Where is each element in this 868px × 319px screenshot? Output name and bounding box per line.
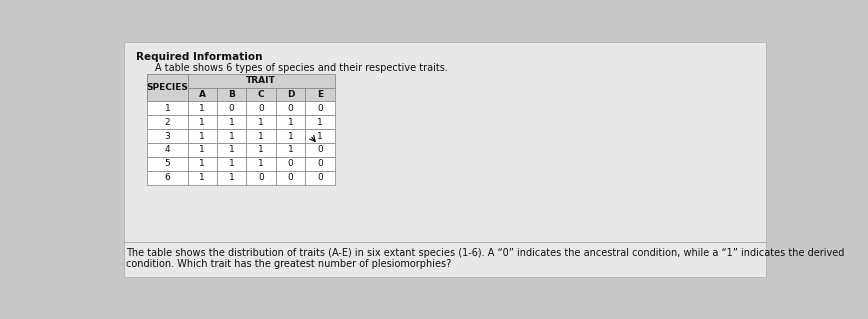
Text: 1: 1: [288, 131, 293, 141]
Bar: [217, 115, 247, 129]
Bar: [187, 74, 335, 87]
Bar: [187, 171, 217, 185]
Bar: [187, 87, 217, 101]
Bar: [247, 115, 276, 129]
Bar: [247, 129, 276, 143]
Bar: [217, 143, 247, 157]
Text: 1: 1: [259, 118, 264, 127]
Bar: [306, 171, 335, 185]
Bar: [187, 101, 217, 115]
Text: 3: 3: [165, 131, 170, 141]
Bar: [306, 87, 335, 101]
Text: 1: 1: [200, 104, 205, 113]
Text: 4: 4: [165, 145, 170, 154]
Text: 0: 0: [317, 104, 323, 113]
Text: 1: 1: [259, 159, 264, 168]
Text: 1: 1: [259, 145, 264, 154]
Text: 6: 6: [165, 173, 170, 182]
Text: A table shows 6 types of species and their respective traits.: A table shows 6 types of species and the…: [155, 63, 448, 73]
Text: 1: 1: [317, 131, 323, 141]
Text: D: D: [287, 90, 294, 99]
Bar: [247, 143, 276, 157]
Text: 1: 1: [229, 118, 234, 127]
Bar: [148, 74, 187, 101]
Text: 1: 1: [200, 118, 205, 127]
Bar: [217, 129, 247, 143]
Bar: [148, 157, 187, 171]
Text: 1: 1: [259, 131, 264, 141]
Text: 0: 0: [317, 159, 323, 168]
Text: 2: 2: [165, 118, 170, 127]
Text: 5: 5: [165, 159, 170, 168]
Text: 1: 1: [288, 118, 293, 127]
Text: 0: 0: [317, 173, 323, 182]
Text: 0: 0: [259, 173, 264, 182]
Bar: [306, 143, 335, 157]
Text: E: E: [317, 90, 323, 99]
Text: 1: 1: [200, 159, 205, 168]
Text: 0: 0: [229, 104, 234, 113]
Text: C: C: [258, 90, 265, 99]
Bar: [276, 143, 306, 157]
Text: Required Information: Required Information: [135, 52, 262, 62]
Bar: [187, 129, 217, 143]
Text: The table shows the distribution of traits (A-E) in six extant species (1-6). A : The table shows the distribution of trai…: [126, 248, 844, 258]
Text: 0: 0: [317, 145, 323, 154]
Bar: [276, 101, 306, 115]
Bar: [187, 115, 217, 129]
Text: 1: 1: [229, 159, 234, 168]
Bar: [276, 129, 306, 143]
Text: 1: 1: [200, 131, 205, 141]
Bar: [306, 157, 335, 171]
Bar: [247, 171, 276, 185]
Bar: [187, 157, 217, 171]
Bar: [247, 157, 276, 171]
Bar: [276, 115, 306, 129]
Bar: [187, 143, 217, 157]
Text: 1: 1: [200, 173, 205, 182]
Bar: [217, 101, 247, 115]
Text: 1: 1: [229, 131, 234, 141]
Bar: [276, 171, 306, 185]
Bar: [148, 143, 187, 157]
Text: 1: 1: [229, 145, 234, 154]
Bar: [217, 87, 247, 101]
Bar: [217, 157, 247, 171]
Text: 0: 0: [259, 104, 264, 113]
Text: SPECIES: SPECIES: [147, 83, 188, 92]
Bar: [148, 101, 187, 115]
Bar: [148, 74, 187, 101]
Bar: [306, 115, 335, 129]
Bar: [276, 157, 306, 171]
Bar: [276, 87, 306, 101]
Bar: [148, 115, 187, 129]
Text: 1: 1: [229, 173, 234, 182]
Bar: [217, 171, 247, 185]
Bar: [306, 101, 335, 115]
Text: 1: 1: [288, 145, 293, 154]
Text: 1: 1: [165, 104, 170, 113]
Text: A: A: [199, 90, 206, 99]
Text: 0: 0: [288, 173, 293, 182]
Bar: [148, 171, 187, 185]
Text: TRAIT: TRAIT: [247, 76, 276, 85]
Bar: [247, 101, 276, 115]
Text: B: B: [228, 90, 235, 99]
Text: 1: 1: [317, 118, 323, 127]
Bar: [306, 129, 335, 143]
Bar: [148, 129, 187, 143]
Text: condition. Which trait has the greatest number of plesiomorphies?: condition. Which trait has the greatest …: [126, 259, 450, 269]
Text: 0: 0: [288, 104, 293, 113]
Text: 1: 1: [200, 145, 205, 154]
Bar: [247, 87, 276, 101]
Text: 0: 0: [288, 159, 293, 168]
